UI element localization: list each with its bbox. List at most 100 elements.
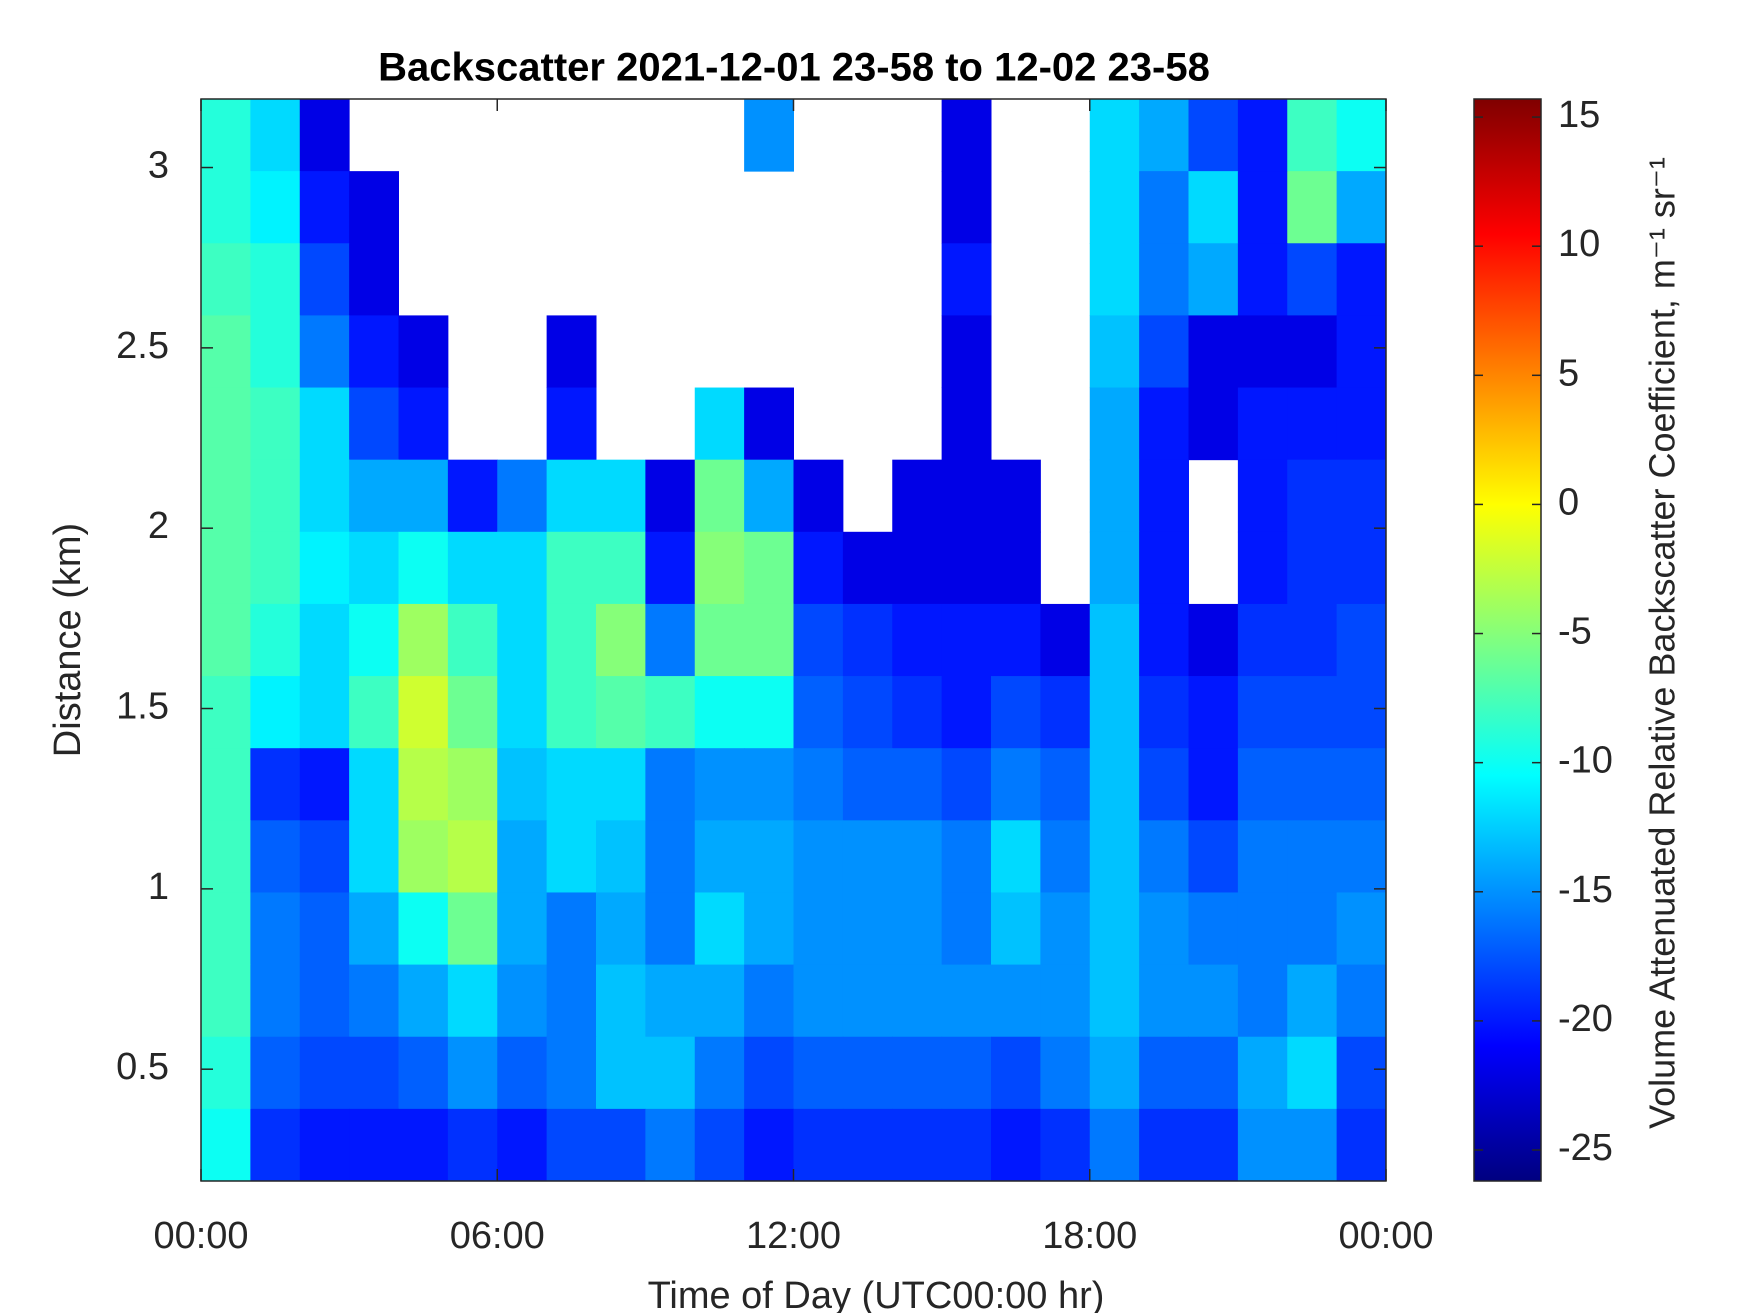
x-tick-label: 18:00 <box>1042 1215 1137 1257</box>
heatmap-cell <box>546 820 597 893</box>
heatmap-cell <box>1336 1036 1387 1110</box>
heatmap-cell <box>1188 1108 1239 1182</box>
heatmap-cell <box>694 1108 745 1182</box>
colorbar-tick-label: -15 <box>1558 869 1613 911</box>
heatmap-cell <box>201 748 251 821</box>
heatmap-cell <box>793 892 844 966</box>
heatmap-cell <box>546 892 597 966</box>
heatmap-cell <box>694 1036 745 1110</box>
heatmap-cell <box>398 964 449 1038</box>
heatmap-cell <box>250 1036 301 1110</box>
heatmap-cell <box>201 387 251 461</box>
heatmap-cell <box>299 531 350 605</box>
heatmap-cell <box>694 748 745 821</box>
x-tick-label: 06:00 <box>450 1215 545 1257</box>
heatmap-cell <box>892 1108 943 1182</box>
heatmap-cell <box>1336 387 1387 461</box>
heatmap-cell <box>793 820 844 893</box>
heatmap-cell <box>744 820 794 893</box>
y-tick-label: 0.5 <box>116 1046 169 1088</box>
heatmap-cell <box>744 1108 794 1182</box>
heatmap-cell <box>1237 603 1288 677</box>
heatmap-cell <box>546 676 597 749</box>
heatmap-cell <box>398 748 449 821</box>
heatmap-cell <box>1287 315 1338 389</box>
heatmap-cell <box>1139 531 1189 605</box>
heatmap-cell <box>1336 459 1387 533</box>
heatmap-cell <box>349 603 399 677</box>
heatmap-cell <box>1089 748 1140 821</box>
heatmap-cell <box>349 459 399 533</box>
heatmap-cell <box>201 603 251 677</box>
heatmap-cell <box>201 99 251 172</box>
heatmap-cell <box>941 531 992 605</box>
heatmap-cell <box>546 1108 597 1182</box>
heatmap-cell <box>596 1108 646 1182</box>
heatmap-cell <box>1287 964 1338 1038</box>
heatmap-cell <box>793 459 844 533</box>
heatmap-cell <box>1040 603 1091 677</box>
heatmap-cell <box>1336 748 1387 821</box>
heatmap-cell <box>1336 964 1387 1038</box>
heatmap-cell <box>299 964 350 1038</box>
heatmap-cell <box>892 820 943 893</box>
heatmap-cell <box>1040 892 1091 966</box>
heatmap-cell <box>1139 1108 1189 1182</box>
heatmap-cell <box>447 1036 498 1110</box>
y-tick-label: 3 <box>148 145 169 187</box>
heatmap-cell <box>1287 459 1338 533</box>
colorbar-tick-label: 10 <box>1558 223 1600 265</box>
colorbar-tick-label: -5 <box>1558 611 1592 653</box>
heatmap-cell <box>398 603 449 677</box>
heatmap-cell <box>596 459 646 533</box>
heatmap-cell <box>1237 1108 1288 1182</box>
heatmap-cell <box>744 748 794 821</box>
heatmap-cell <box>842 531 893 605</box>
heatmap-cell <box>1336 243 1387 316</box>
heatmap-cell <box>1089 531 1140 605</box>
heatmap-cell <box>1139 387 1189 461</box>
heatmap-cell <box>398 820 449 893</box>
heatmap-cell <box>645 676 696 749</box>
heatmap-cell <box>1089 820 1140 893</box>
heatmap-cell <box>1139 892 1189 966</box>
heatmap-cell <box>842 892 893 966</box>
heatmap-cell <box>1089 243 1140 316</box>
heatmap-cell <box>447 892 498 966</box>
x-tick-label: 00:00 <box>153 1215 248 1257</box>
heatmap-cell <box>497 748 548 821</box>
heatmap-cell <box>596 676 646 749</box>
colorbar-tick-label: 0 <box>1558 481 1579 523</box>
heatmap-cell <box>1089 99 1140 172</box>
heatmap-cell <box>250 171 301 244</box>
heatmap-cell <box>1287 171 1338 244</box>
heatmap-cell <box>1188 387 1239 461</box>
heatmap-cell <box>1188 315 1239 389</box>
heatmap-cell <box>941 243 992 316</box>
heatmap-cell <box>941 1036 992 1110</box>
heatmap-cell <box>398 387 449 461</box>
heatmap-cell <box>201 676 251 749</box>
heatmap-cell <box>1237 820 1288 893</box>
heatmap-cell <box>645 1108 696 1182</box>
heatmap-cell <box>349 892 399 966</box>
heatmap-cell <box>349 676 399 749</box>
heatmap-cell <box>497 892 548 966</box>
heatmap-cell <box>1139 820 1189 893</box>
heatmap-cell <box>991 748 1041 821</box>
y-tick-label: 2.5 <box>116 325 169 367</box>
heatmap-cell <box>1139 603 1189 677</box>
heatmap-cell <box>398 1036 449 1110</box>
heatmap-cell <box>941 748 992 821</box>
heatmap-cell <box>694 603 745 677</box>
heatmap-cell <box>744 99 794 172</box>
heatmap-cell <box>1237 171 1288 244</box>
heatmap-cell <box>398 531 449 605</box>
heatmap-cell <box>694 964 745 1038</box>
heatmap-cell <box>1188 820 1239 893</box>
heatmap-cell <box>744 459 794 533</box>
heatmap-cell <box>842 820 893 893</box>
heatmap-cell <box>1287 820 1338 893</box>
heatmap-cell <box>1089 315 1140 389</box>
heatmap-cell <box>1089 603 1140 677</box>
